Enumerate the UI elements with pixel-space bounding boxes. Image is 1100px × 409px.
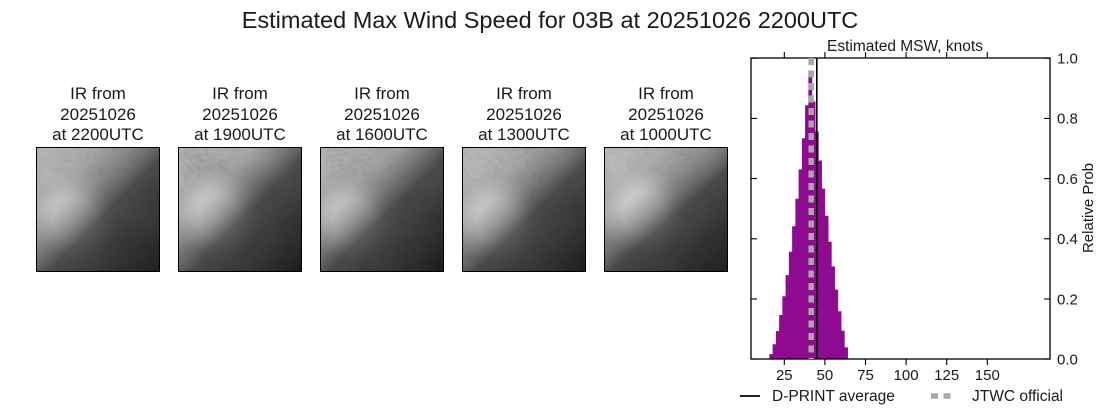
svg-text:Estimated MSW, knots: Estimated MSW, knots	[827, 38, 983, 55]
svg-text:1.0: 1.0	[1057, 51, 1078, 68]
svg-text:100: 100	[894, 367, 919, 384]
svg-text:75: 75	[857, 367, 874, 384]
svg-text:0.2: 0.2	[1057, 291, 1078, 308]
svg-text:D-PRINT average: D-PRINT average	[772, 388, 895, 405]
svg-text:0.0: 0.0	[1057, 352, 1078, 369]
svg-text:Relative Prob: Relative Prob	[1080, 163, 1097, 253]
svg-text:50: 50	[817, 367, 834, 384]
svg-text:JTWC official: JTWC official	[972, 388, 1063, 405]
svg-text:150: 150	[975, 367, 1000, 384]
svg-text:25: 25	[776, 367, 793, 384]
svg-text:0.8: 0.8	[1057, 111, 1078, 128]
svg-text:0.4: 0.4	[1057, 231, 1078, 248]
svg-text:125: 125	[934, 367, 959, 384]
svg-text:0.6: 0.6	[1057, 171, 1078, 188]
